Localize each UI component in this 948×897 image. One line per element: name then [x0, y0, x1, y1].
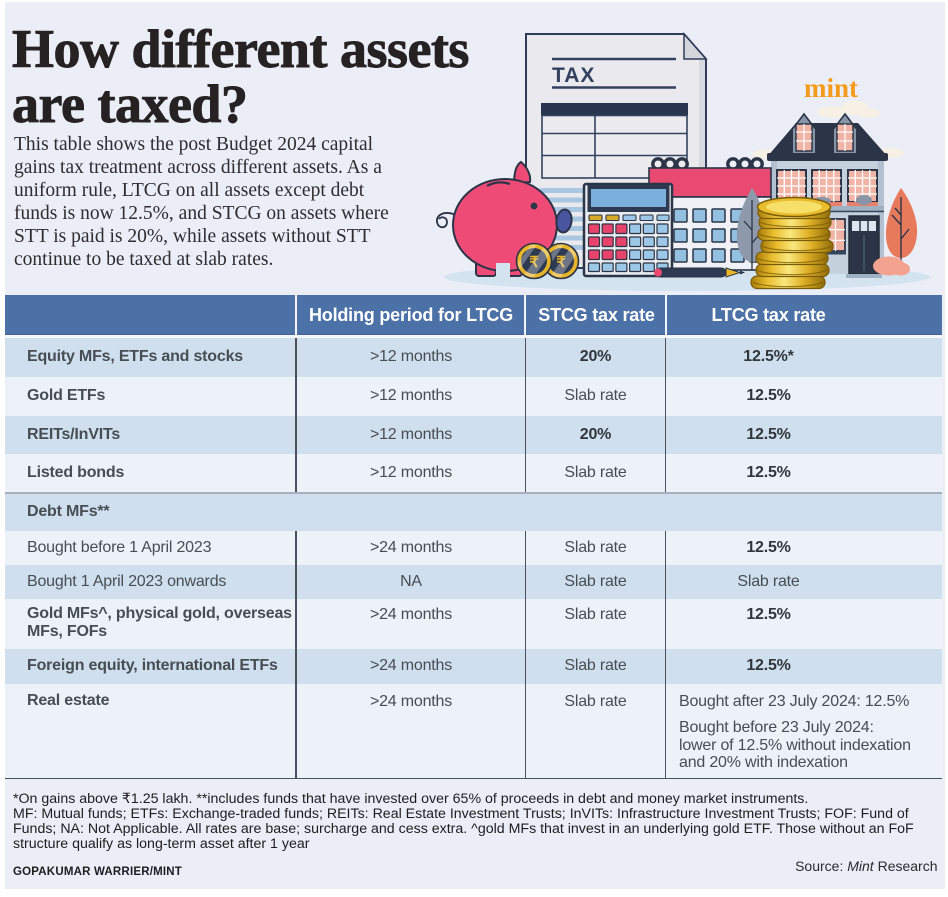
svg-text:TAX: TAX — [552, 64, 595, 87]
svg-text:₹: ₹ — [529, 254, 539, 271]
svg-text:mint: mint — [804, 73, 858, 103]
svg-text:₹: ₹ — [556, 254, 566, 271]
